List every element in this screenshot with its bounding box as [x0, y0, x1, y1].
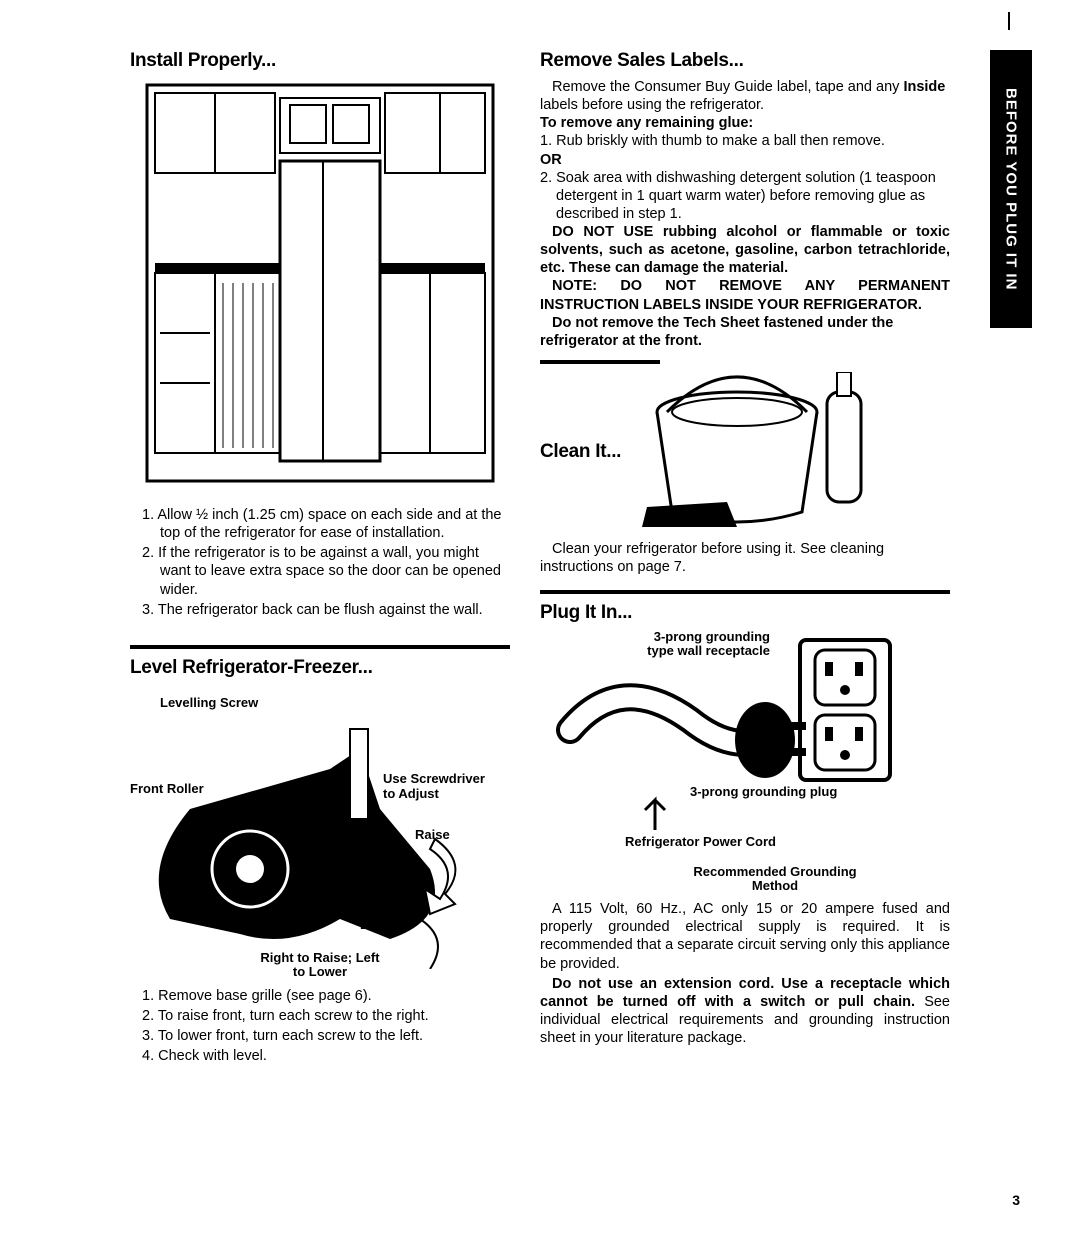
label-lower: Lower [360, 917, 398, 932]
plug-figure: 3-prong grounding type wall receptacle 3… [540, 630, 950, 900]
warn1: DO NOT USE rubbing alcohol or flammable … [540, 223, 950, 277]
install-step: 1. Allow ½ inch (1.25 cm) space on each … [130, 506, 510, 542]
remove-intro: Remove the Consumer Buy Guide label, tap… [540, 78, 950, 114]
warn3: Do not remove the Tech Sheet fastened un… [540, 314, 950, 350]
install-figure [130, 78, 510, 488]
install-steps: 1. Allow ½ inch (1.25 cm) space on each … [130, 506, 510, 621]
label-raise: Raise [415, 827, 450, 842]
page-tick [1008, 12, 1010, 30]
install-heading: Install Properly... [130, 50, 510, 72]
right-column: Remove Sales Labels... Remove the Consum… [540, 50, 950, 1067]
glue-heading: To remove any remaining glue: [540, 114, 950, 132]
glue-or: OR [540, 151, 950, 169]
side-tab: BEFORE YOU PLUG IT IN [990, 50, 1032, 328]
page-number: 3 [1012, 1192, 1020, 1208]
text-bold: Do not use an extension cord. Use a rece… [540, 976, 950, 1010]
install-step: 3. The refrigerator back can be flush ag… [130, 601, 510, 619]
level-step: 4. Check with level. [130, 1047, 510, 1065]
remove-heading: Remove Sales Labels... [540, 50, 950, 72]
clean-figure [627, 372, 950, 532]
label-plug: 3-prong grounding plug [690, 785, 837, 799]
rule [540, 590, 950, 594]
plug-para1: A 115 Volt, 60 Hz., AC only 15 or 20 amp… [540, 900, 950, 973]
rule [540, 360, 660, 364]
text: labels before using the refrigerator. [540, 97, 764, 113]
label-levelling-screw: Levelling Screw [160, 695, 258, 710]
clean-heading: Clean It... [540, 441, 621, 463]
warn2: NOTE: DO NOT REMOVE ANY PERMANENT INSTRU… [540, 277, 950, 313]
level-steps: 1. Remove base grille (see page 6). 2. T… [130, 987, 510, 1068]
clean-text: Clean your refrigerator before using it.… [540, 540, 950, 576]
level-step: 2. To raise front, turn each screw to th… [130, 1007, 510, 1025]
label-method: Recommended Grounding Method [690, 865, 860, 894]
left-column: Install Properly... [130, 50, 510, 1067]
level-step: 3. To lower front, turn each screw to th… [130, 1027, 510, 1045]
level-heading: Level Refrigerator-Freezer... [130, 657, 510, 679]
level-step: 1. Remove base grille (see page 6). [130, 987, 510, 1005]
label-cord: Refrigerator Power Cord [625, 835, 776, 849]
glue-step1: 1. Rub briskly with thumb to make a ball… [540, 132, 950, 150]
plug-para2: Do not use an extension cord. Use a rece… [540, 975, 950, 1048]
clean-row: Clean It... [540, 372, 950, 532]
rule [130, 645, 510, 649]
label-front-roller: Front Roller [130, 781, 204, 796]
glue-step2: 2. Soak area with dishwashing detergent … [540, 169, 950, 223]
label-receptacle: 3-prong grounding type wall receptacle [630, 630, 770, 659]
label-screwdriver: Use Screwdriver to Adjust [383, 771, 493, 801]
text: Remove the Consumer Buy Guide label, tap… [552, 79, 903, 95]
page-content: Install Properly... [0, 0, 1080, 1087]
text-bold: Inside [903, 79, 945, 95]
install-step: 2. If the refrigerator is to be against … [130, 544, 510, 598]
plug-heading: Plug It In... [540, 602, 950, 624]
level-figure: Levelling Screw Front Roller Use Screwdr… [130, 689, 510, 979]
label-rightleft: Right to Raise; Left to Lower [260, 951, 380, 980]
